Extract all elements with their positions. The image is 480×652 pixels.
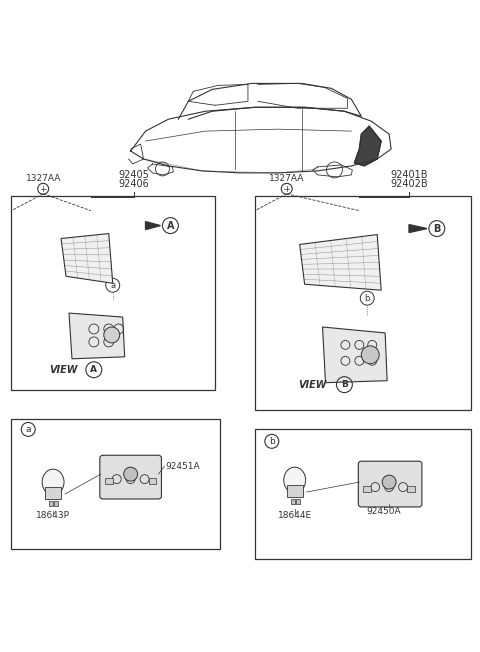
Bar	[255, 430, 471, 559]
Bar	[45, 487, 61, 499]
Polygon shape	[323, 327, 387, 383]
Circle shape	[124, 467, 138, 481]
Bar	[12, 419, 220, 549]
Text: b: b	[365, 293, 370, 303]
Polygon shape	[145, 222, 160, 230]
Circle shape	[382, 475, 396, 489]
Text: 92402B: 92402B	[390, 179, 428, 189]
Text: a: a	[110, 281, 115, 289]
Text: 1327AA: 1327AA	[25, 174, 61, 183]
Bar	[287, 485, 302, 497]
Polygon shape	[61, 233, 113, 283]
Polygon shape	[300, 235, 381, 290]
Text: 92451A: 92451A	[166, 462, 200, 471]
Text: A: A	[90, 365, 97, 374]
Text: VIEW: VIEW	[49, 364, 77, 375]
Text: a: a	[25, 425, 31, 434]
Text: b: b	[269, 437, 275, 446]
Bar	[49, 501, 53, 506]
Text: B: B	[433, 224, 441, 233]
Bar	[105, 478, 113, 484]
Polygon shape	[354, 126, 381, 166]
Text: 18643P: 18643P	[36, 511, 70, 520]
Text: 1327AA: 1327AA	[269, 174, 304, 183]
Ellipse shape	[284, 467, 306, 493]
FancyBboxPatch shape	[358, 461, 422, 507]
Bar	[54, 501, 58, 506]
Text: 18644E: 18644E	[277, 511, 312, 520]
Bar	[12, 196, 215, 390]
Bar	[296, 499, 300, 504]
Bar	[148, 478, 156, 484]
FancyBboxPatch shape	[100, 455, 161, 499]
Text: VIEW: VIEW	[299, 379, 327, 390]
Text: B: B	[341, 380, 348, 389]
Text: A: A	[167, 220, 174, 231]
Circle shape	[361, 346, 379, 364]
Ellipse shape	[42, 469, 64, 495]
Circle shape	[104, 327, 120, 343]
Bar	[255, 196, 471, 409]
Polygon shape	[69, 313, 125, 359]
Text: 92401B: 92401B	[390, 170, 428, 180]
Bar	[363, 486, 371, 492]
Bar	[407, 486, 415, 492]
Text: 92406: 92406	[118, 179, 149, 189]
Polygon shape	[409, 224, 427, 233]
Text: 92405: 92405	[118, 170, 149, 180]
Bar	[291, 499, 295, 504]
Text: 92450A: 92450A	[367, 507, 401, 516]
